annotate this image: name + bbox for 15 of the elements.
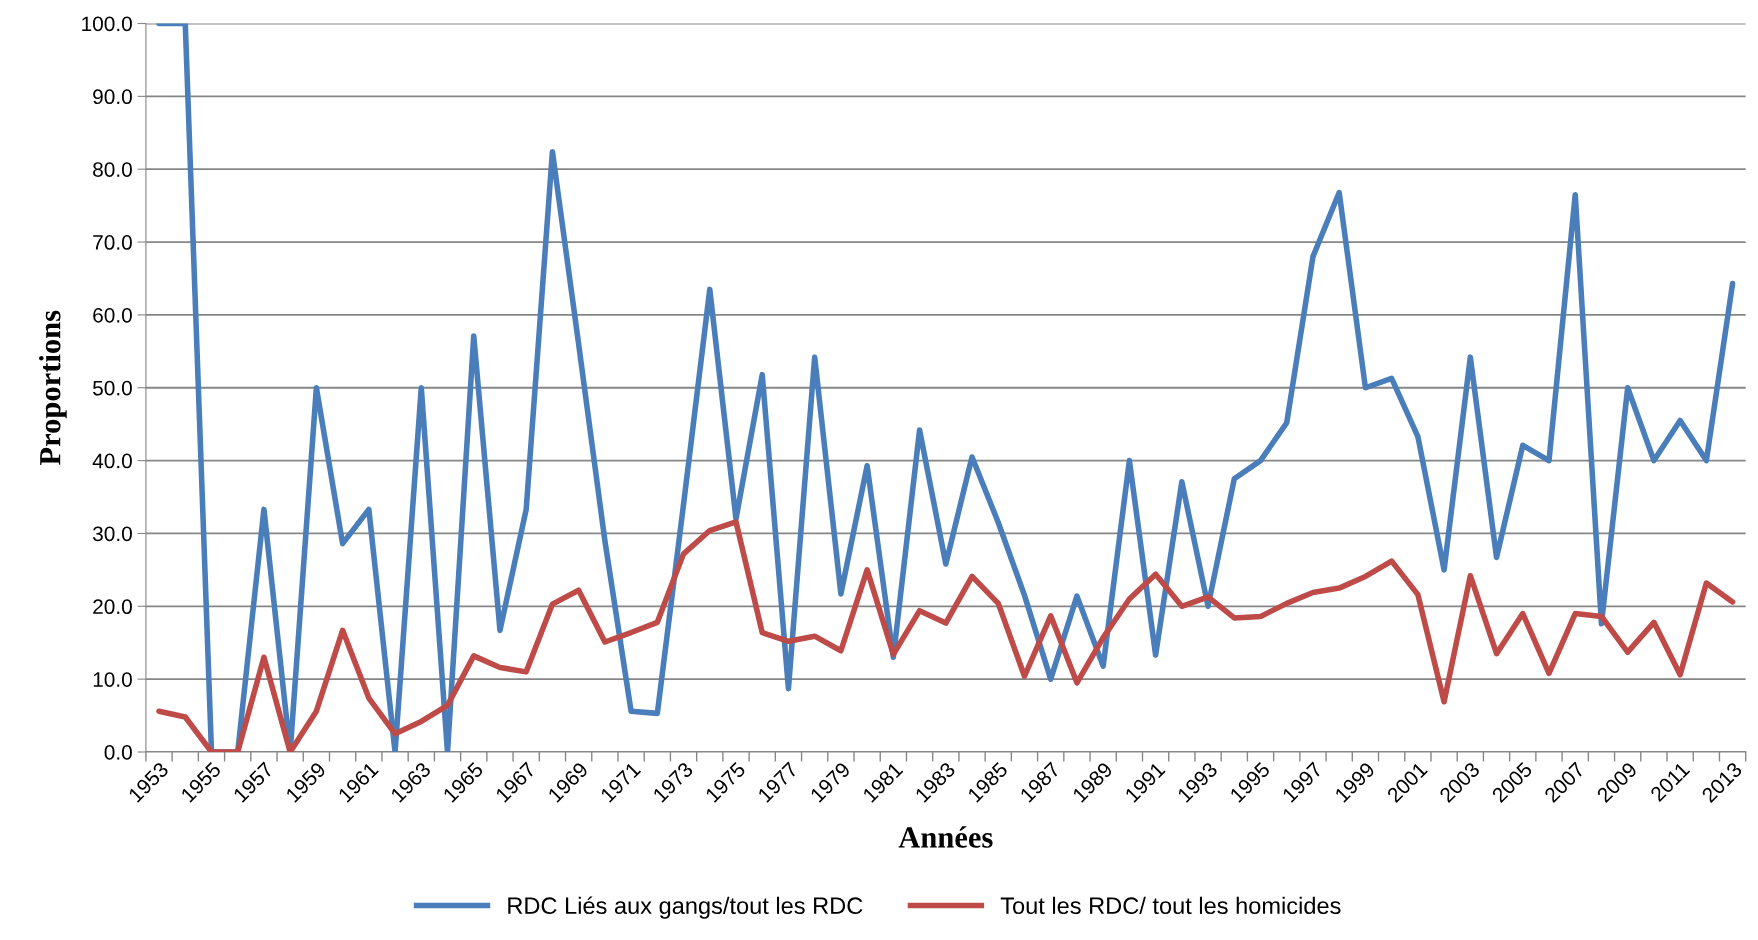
- y-axis-title: Proportions: [38, 310, 67, 466]
- y-tick-label: 30.0: [92, 526, 132, 542]
- y-tick-label: 40.0: [92, 453, 132, 469]
- y-tick-label: 80.0: [93, 162, 132, 177]
- y-tick-label: 100.0: [82, 16, 132, 32]
- legend-label: RDC Liés aux gangs/tout les RDC: [508, 896, 863, 919]
- y-tick-label: 0.0: [104, 745, 132, 760]
- y-tick-label: 20.0: [93, 599, 132, 615]
- y-tick-label: 50.0: [93, 380, 132, 396]
- y-tick-label: 60.0: [93, 307, 132, 323]
- y-tick-label: 90.0: [93, 89, 132, 105]
- x-axis-title: Années: [898, 826, 993, 848]
- y-tick-label: 10.0: [93, 672, 132, 687]
- y-tick-label: 70.0: [93, 235, 132, 250]
- legend-label: Tout les RDC/ tout les homicides: [1000, 896, 1341, 915]
